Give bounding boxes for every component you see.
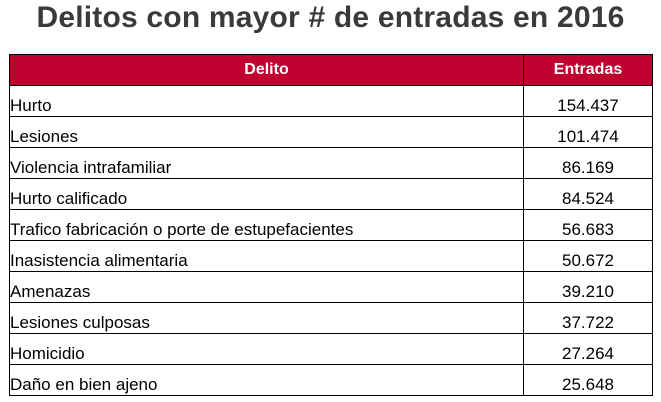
- cell-delito: Inasistencia alimentaria: [9, 240, 524, 272]
- cell-entradas: 154.437: [523, 85, 653, 117]
- table-row: Violencia intrafamiliar 86.169: [9, 147, 653, 179]
- cell-entradas: 86.169: [523, 147, 653, 179]
- cell-delito: Violencia intrafamiliar: [9, 147, 524, 179]
- column-header-entradas: Entradas: [523, 54, 653, 86]
- table-header-row: Delito Entradas: [9, 54, 653, 86]
- table-row: Trafico fabricación o porte de estupefac…: [9, 209, 653, 241]
- crimes-table: Delito Entradas Hurto 154.437 Lesiones 1…: [9, 54, 653, 396]
- cell-delito: Daño en bien ajeno: [9, 364, 524, 396]
- cell-delito: Hurto: [9, 85, 524, 117]
- table-row: Lesiones 101.474: [9, 116, 653, 148]
- table-row: Amenazas 39.210: [9, 271, 653, 303]
- cell-entradas: 37.722: [523, 302, 653, 334]
- cell-entradas: 56.683: [523, 209, 653, 241]
- cell-entradas: 84.524: [523, 178, 653, 210]
- page-title: Delitos con mayor # de entradas en 2016: [36, 1, 625, 34]
- cell-entradas: 50.672: [523, 240, 653, 272]
- cell-entradas: 25.648: [523, 364, 653, 396]
- cell-delito: Homicidio: [9, 333, 524, 365]
- cell-delito: Lesiones culposas: [9, 302, 524, 334]
- table-row: Hurto 154.437: [9, 85, 653, 117]
- table-row: Lesiones culposas 37.722: [9, 302, 653, 334]
- cell-delito: Amenazas: [9, 271, 524, 303]
- table-row: Inasistencia alimentaria 50.672: [9, 240, 653, 272]
- table-row: Daño en bien ajeno 25.648: [9, 364, 653, 396]
- cell-delito: Lesiones: [9, 116, 524, 148]
- cell-entradas: 39.210: [523, 271, 653, 303]
- table-row: Homicidio 27.264: [9, 333, 653, 365]
- cell-delito: Hurto calificado: [9, 178, 524, 210]
- column-header-delito: Delito: [9, 54, 524, 86]
- cell-delito: Trafico fabricación o porte de estupefac…: [9, 209, 524, 241]
- cell-entradas: 27.264: [523, 333, 653, 365]
- table-row: Hurto calificado 84.524: [9, 178, 653, 210]
- cell-entradas: 101.474: [523, 116, 653, 148]
